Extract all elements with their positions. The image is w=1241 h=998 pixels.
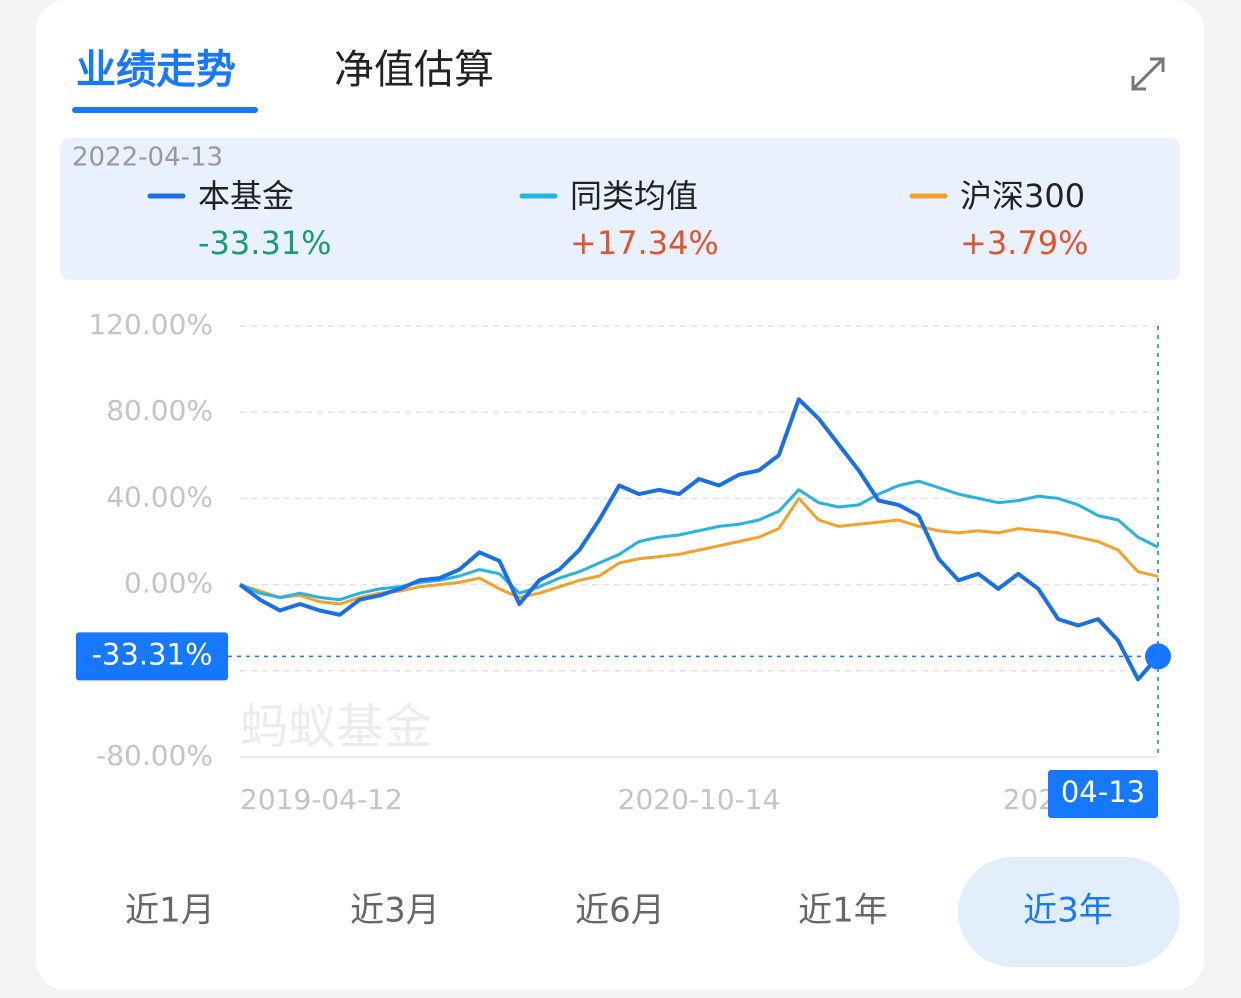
- legend-value: +3.79%: [960, 224, 1088, 262]
- period-button[interactable]: 近3年: [1023, 891, 1113, 931]
- series-line: [239, 479, 1159, 602]
- y-tick-label: 40.00%: [106, 480, 213, 513]
- legend-value: -33.31%: [198, 224, 332, 262]
- y-tick-label: 80.00%: [106, 394, 213, 427]
- y-tick-label: -80.00%: [96, 739, 213, 772]
- watermark: 蚂蚁基金: [240, 699, 432, 755]
- period-selected-bg: [958, 857, 1180, 967]
- y-tick-label: 0.00%: [124, 567, 213, 600]
- period-button[interactable]: 近1年: [798, 891, 888, 931]
- series-line: [238, 397, 1160, 682]
- tab[interactable]: 净值估算: [334, 47, 494, 93]
- y-crosshair-label: -33.31%: [91, 637, 212, 671]
- period-button[interactable]: 近3月: [350, 891, 440, 931]
- tooltip-date: 2022-04-13: [72, 143, 223, 173]
- x-tick-label: 2019-04-12: [240, 783, 403, 816]
- legend-name: 同类均值: [570, 177, 698, 215]
- x-tick-label: 2020-10-14: [618, 783, 781, 816]
- period-button[interactable]: 近1月: [125, 891, 215, 931]
- legend-name: 沪深300: [960, 177, 1085, 215]
- tooltip-panel: [60, 138, 1180, 280]
- legend-name: 本基金: [198, 177, 294, 215]
- y-label-box: [76, 632, 228, 681]
- crosshair-dot: [1145, 643, 1171, 670]
- tab-underline: [72, 107, 258, 113]
- tab-active[interactable]: 业绩走势: [76, 47, 236, 93]
- x-label-box: [1048, 770, 1158, 818]
- x-crosshair-label: 04-13: [1061, 775, 1145, 809]
- expand-icon[interactable]: [1131, 57, 1165, 91]
- period-button[interactable]: 近6月: [575, 891, 665, 931]
- legend-value: +17.34%: [570, 224, 719, 262]
- y-tick-label: 120.00%: [88, 308, 213, 341]
